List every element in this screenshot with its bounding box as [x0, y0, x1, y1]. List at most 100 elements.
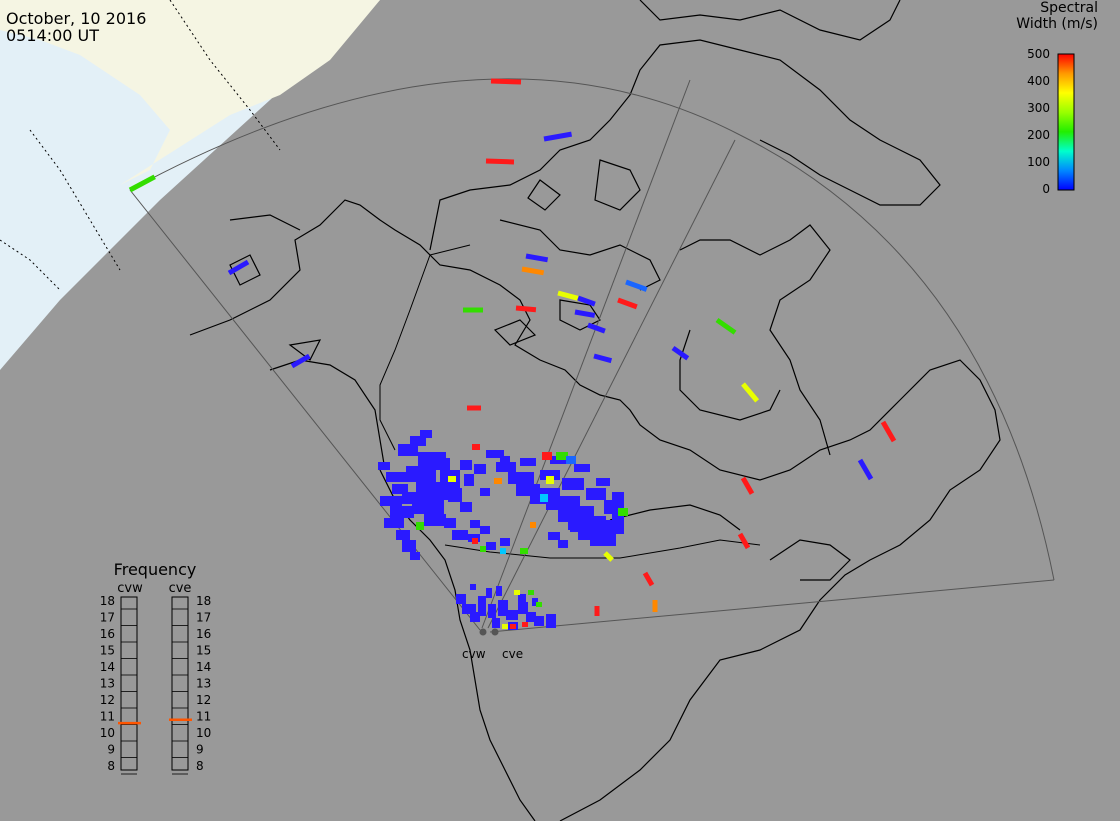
frequency-scale-label: 16	[100, 627, 115, 641]
scatter-cell	[617, 297, 638, 310]
scatter-cell	[464, 474, 474, 486]
scatter-cell	[128, 174, 156, 193]
scatter-cell	[502, 624, 508, 629]
scatter-cell	[577, 295, 596, 307]
scatter-cell	[857, 458, 874, 481]
scatter-cell	[566, 456, 576, 464]
scatter-cell	[492, 618, 500, 628]
date-label: October, 10 2016	[6, 9, 146, 28]
scatter-cell	[406, 466, 436, 482]
scatter-cell	[496, 462, 516, 472]
frequency-scale-label: 15	[100, 644, 115, 658]
scatter-cell	[737, 532, 751, 550]
colorbar-title-line1: Spectral	[1040, 0, 1098, 16]
scatter-cell	[603, 551, 614, 562]
scatter-cell	[444, 518, 456, 528]
radar-sites: cvw cve	[462, 628, 523, 661]
colorbar-tick-label: 500	[1027, 47, 1050, 61]
scatter-cell	[521, 266, 545, 276]
colorbar-title-line2: Width (m/s)	[1016, 16, 1098, 32]
scatter-cell	[402, 492, 420, 504]
political-borders	[379, 244, 761, 559]
scatter-cell	[520, 548, 528, 554]
colorbar-tick-label: 400	[1027, 74, 1050, 88]
scatter-cell	[424, 514, 446, 526]
graticule-line	[169, 0, 281, 151]
colorbar-gradient	[1057, 53, 1075, 191]
frequency-scale-label: 11	[100, 710, 115, 724]
frequency-scale-label: 9	[107, 743, 115, 757]
scatter-cell	[546, 476, 554, 484]
scatter-cell	[384, 518, 404, 528]
scatter-cell	[542, 452, 552, 460]
colorbar-tick-label: 0	[1042, 182, 1050, 196]
frequency-scale-label: 18	[196, 594, 211, 608]
scatter-cell	[546, 614, 556, 628]
scatter-cell	[420, 430, 432, 438]
scatter-cell	[506, 610, 518, 620]
scatter-cell	[880, 420, 897, 443]
scatter-cell	[510, 624, 516, 629]
scatter-cell	[518, 594, 526, 602]
scatter-cell	[500, 456, 510, 464]
scatter-cell	[618, 508, 628, 516]
scatter-cell	[530, 522, 536, 528]
scatter-cell	[290, 353, 311, 369]
scatter-cell	[496, 586, 502, 596]
scatter-cell	[522, 622, 528, 627]
scatter-cell	[474, 464, 486, 474]
scatter-cell	[540, 494, 548, 502]
scatter-cell	[452, 530, 468, 540]
scatter-cell	[520, 458, 536, 466]
frequency-scale-label: 13	[100, 677, 115, 691]
scatter-cell	[480, 488, 490, 496]
frequency-scale-label: 17	[196, 611, 211, 625]
time-label: 0514:00 UT	[6, 26, 99, 45]
frequency-scale-box	[171, 596, 189, 771]
scatter-cell	[540, 470, 560, 480]
scatter-cell	[557, 290, 580, 302]
scatter-cell	[480, 526, 490, 534]
scatter-cell	[410, 552, 420, 560]
scatter-cell	[715, 317, 737, 335]
scatter-cell	[526, 612, 536, 622]
scatter-cells	[128, 78, 897, 630]
scatter-cell	[470, 520, 480, 528]
site-label-cvw: cvw	[462, 647, 486, 661]
frequency-scale-label: 8	[107, 759, 115, 773]
scatter-cell	[486, 450, 504, 458]
frequency-scale-label: 12	[100, 693, 115, 707]
scatter-cell	[574, 464, 590, 472]
scatter-cell	[514, 590, 520, 595]
scatter-cell	[227, 259, 250, 276]
scatter-cell	[478, 596, 486, 616]
frequency-scale-label: 15	[196, 644, 211, 658]
frequency-scale-label: 14	[100, 660, 115, 674]
scatter-cell	[740, 476, 755, 495]
scatter-cell	[548, 532, 560, 540]
scatter-cell	[741, 382, 760, 403]
radar-fov	[129, 78, 1055, 633]
scatter-cell	[456, 594, 466, 604]
scatter-cell	[488, 604, 496, 618]
frequency-scale-label: 10	[196, 726, 211, 740]
scatter-cell	[416, 522, 424, 530]
scatter-cell	[410, 436, 426, 446]
radar-site-cve	[491, 628, 499, 636]
scatter-cell	[515, 305, 537, 313]
frequency-cvw-label: cvw	[117, 581, 143, 596]
scatter-cell	[432, 458, 450, 470]
scatter-cell	[480, 546, 486, 552]
scatter-cell	[380, 496, 402, 506]
scatter-cell	[518, 602, 528, 614]
frequency-panel: Frequency cvw cve 1817161514131211109818…	[100, 560, 211, 775]
map-edge-corner	[0, 0, 380, 370]
scatter-cell	[392, 484, 408, 494]
scatter-cell	[485, 158, 515, 165]
frequency-scale-label: 16	[196, 627, 211, 641]
scatter-cell	[534, 616, 544, 626]
scatter-cell	[398, 444, 418, 456]
scatter-cell	[448, 488, 462, 502]
scatter-cell	[500, 548, 506, 554]
